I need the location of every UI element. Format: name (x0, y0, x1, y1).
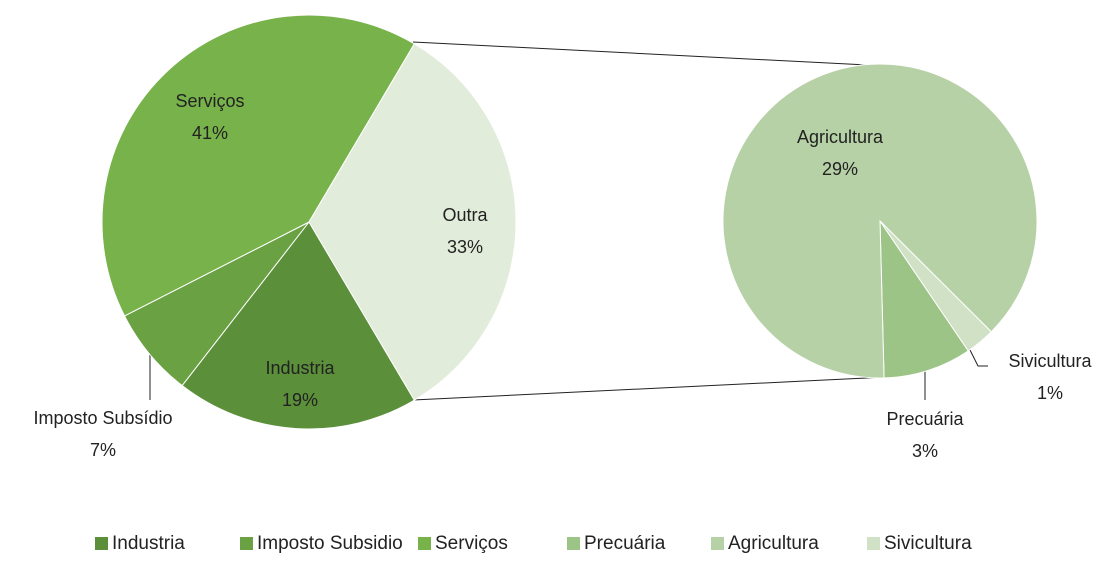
slice-value-label: 3% (912, 441, 938, 461)
pie-slice (879, 220, 992, 352)
legend-label: Sivicultura (884, 533, 972, 554)
legend-swatch (95, 537, 108, 550)
legend-label: Precuária (584, 533, 666, 554)
slice-label: Imposto Subsídio (33, 408, 172, 428)
slice-label: Industria (265, 358, 335, 378)
pie-slice (101, 14, 416, 317)
slice-label: Outra (442, 205, 488, 225)
pie-slice (879, 219, 969, 379)
connector-line (412, 41, 888, 67)
leader-line (967, 345, 988, 367)
legend-swatch (711, 537, 724, 550)
slice-value-label: 33% (447, 237, 483, 257)
slice-label: Serviços (175, 91, 244, 111)
legend-label: Industria (112, 533, 185, 554)
slice-label: Precuária (886, 409, 964, 429)
legend-swatch (240, 537, 253, 550)
legend-swatch (867, 537, 880, 550)
legend-label: Agricultura (728, 533, 819, 554)
legend-label: Serviços (435, 533, 508, 554)
pie-slice (181, 221, 416, 430)
legend-swatch (418, 537, 431, 550)
pie-slice (308, 43, 517, 401)
slice-label: Sivicultura (1008, 351, 1092, 371)
slice-value-label: 29% (822, 159, 858, 179)
slice-value-label: 1% (1037, 383, 1063, 403)
legend-label: Imposto Subsidio (257, 533, 403, 554)
slice-value-label: 41% (192, 123, 228, 143)
slice-label: Agricultura (797, 127, 884, 147)
slice-value-label: 19% (282, 390, 318, 410)
legend-swatch (567, 537, 580, 550)
slice-value-label: 7% (90, 440, 116, 460)
connector-line (412, 376, 888, 401)
